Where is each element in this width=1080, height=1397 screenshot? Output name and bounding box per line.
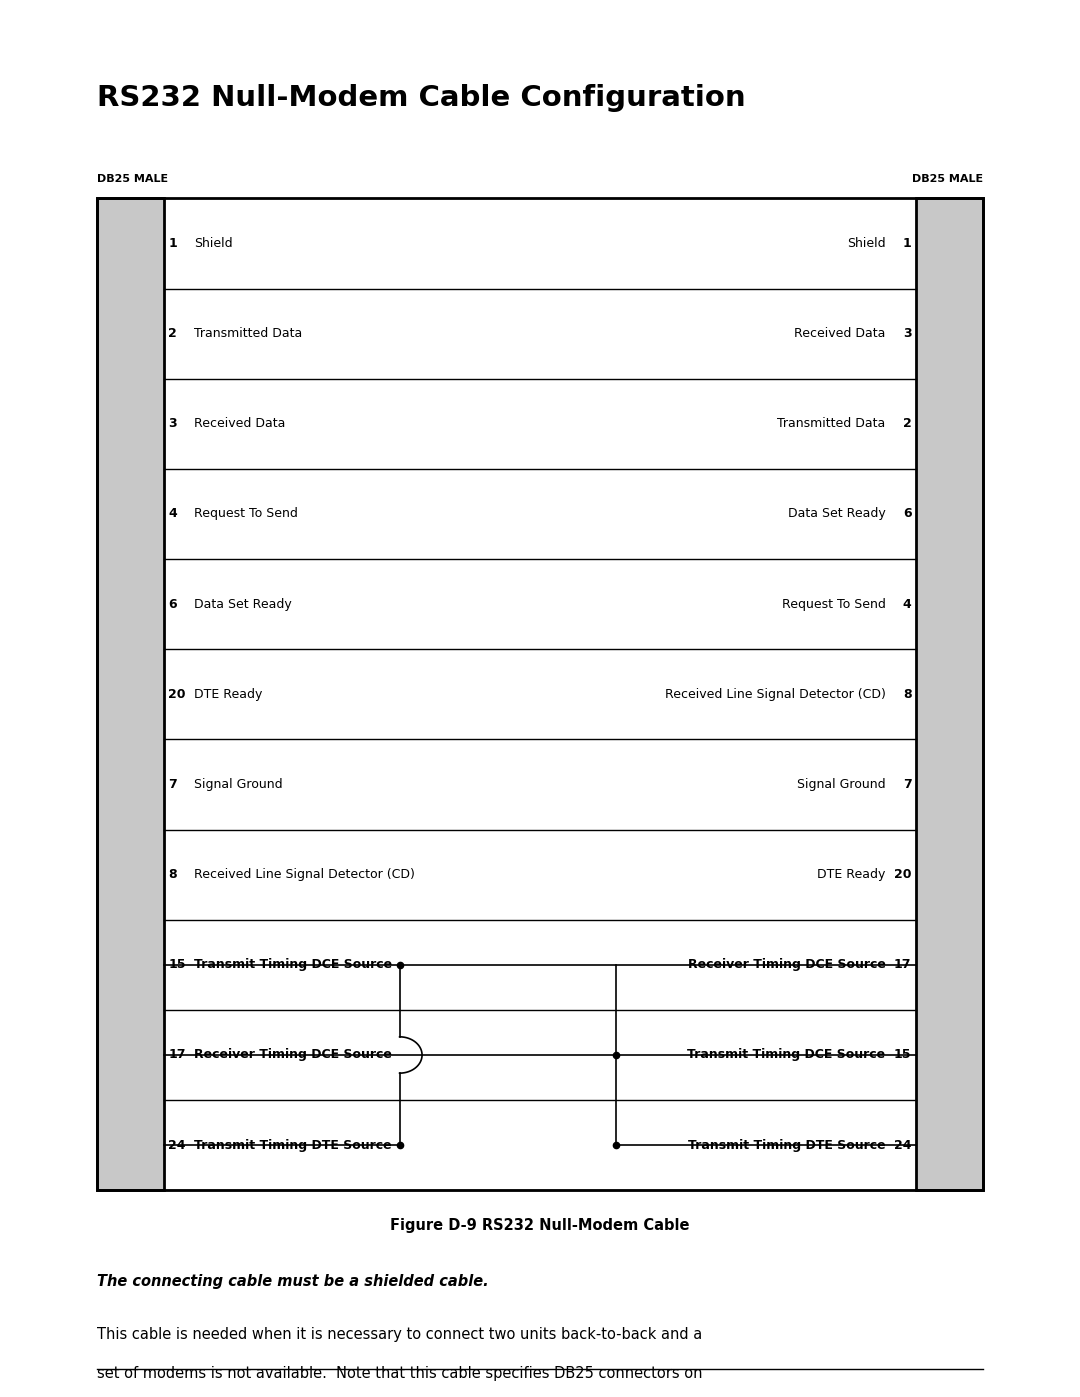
Text: Transmit Timing DTE Source: Transmit Timing DTE Source [194,1139,392,1151]
Text: 17: 17 [168,1049,186,1062]
Text: DTE Ready: DTE Ready [818,868,886,882]
Text: 15: 15 [894,1049,912,1062]
Text: 3: 3 [903,327,912,339]
Text: Transmit Timing DTE Source: Transmit Timing DTE Source [688,1139,886,1151]
Text: Transmitted Data: Transmitted Data [194,327,302,339]
Text: Transmit Timing DCE Source: Transmit Timing DCE Source [688,1049,886,1062]
Text: 8: 8 [903,687,912,701]
Text: 20: 20 [168,687,186,701]
Text: Receiver Timing DCE Source: Receiver Timing DCE Source [194,1049,392,1062]
Text: 15: 15 [168,958,186,971]
Text: Transmit Timing DCE Source: Transmit Timing DCE Source [194,958,392,971]
Text: Shield: Shield [847,237,886,250]
Text: Signal Ground: Signal Ground [797,778,886,791]
Text: Transmitted Data: Transmitted Data [778,418,886,430]
Text: 24: 24 [168,1139,186,1151]
Text: Request To Send: Request To Send [782,598,886,610]
Text: Received Data: Received Data [794,327,886,339]
Text: Data Set Ready: Data Set Ready [194,598,293,610]
Text: 6: 6 [903,507,912,521]
Text: Receiver Timing DCE Source: Receiver Timing DCE Source [688,958,886,971]
Text: DB25 MALE: DB25 MALE [912,175,983,184]
Text: 17: 17 [894,958,912,971]
Text: Signal Ground: Signal Ground [194,778,283,791]
Text: DTE Ready: DTE Ready [194,687,262,701]
Text: Data Set Ready: Data Set Ready [787,507,886,521]
Text: DB25 MALE: DB25 MALE [97,175,168,184]
Text: 4: 4 [903,598,912,610]
Bar [97,198,983,1190]
Text: 8: 8 [168,868,177,882]
Text: 1: 1 [903,237,912,250]
Text: Figure D-9 RS232 Null-Modem Cable: Figure D-9 RS232 Null-Modem Cable [390,1218,690,1234]
Text: 7: 7 [168,778,177,791]
Text: 3: 3 [168,418,177,430]
Text: RS232 Null-Modem Cable Configuration: RS232 Null-Modem Cable Configuration [97,84,746,112]
Text: 2: 2 [903,418,912,430]
Bar [916,198,983,1190]
Text: The connecting cable must be a shielded cable.: The connecting cable must be a shielded … [97,1274,489,1289]
Text: 2: 2 [168,327,177,339]
Text: 7: 7 [903,778,912,791]
Text: 4: 4 [168,507,177,521]
Text: 20: 20 [894,868,912,882]
Text: Shield: Shield [194,237,233,250]
Text: 6: 6 [168,598,177,610]
Text: set of modems is not available.  Note that this cable specifies DB25 connectors : set of modems is not available. Note tha… [97,1366,703,1382]
Text: 24: 24 [894,1139,912,1151]
Text: Received Data: Received Data [194,418,286,430]
Text: Request To Send: Request To Send [194,507,298,521]
Bar [97,198,164,1190]
Text: 1: 1 [168,237,177,250]
Text: Received Line Signal Detector (CD): Received Line Signal Detector (CD) [194,868,416,882]
Text: Received Line Signal Detector (CD): Received Line Signal Detector (CD) [664,687,886,701]
Text: This cable is needed when it is necessary to connect two units back-to-back and : This cable is needed when it is necessar… [97,1327,702,1343]
